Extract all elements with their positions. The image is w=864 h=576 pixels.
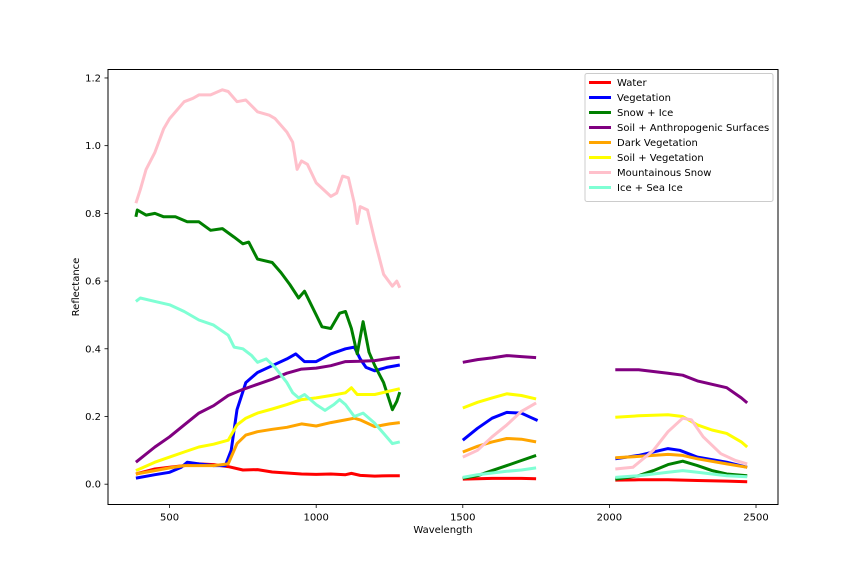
legend: Water Vegetation Snow + Ice Soil + Anthropo…	[584, 73, 774, 202]
legend-label: Dark Vegetation	[617, 138, 698, 149]
series-line-0-segment-2	[615, 478, 748, 484]
series-line-0-segment-1	[462, 476, 537, 481]
series-line-6-segment-2	[615, 416, 748, 471]
legend-label: Water	[617, 78, 647, 89]
series-line-3-segment-2	[615, 368, 749, 405]
x-tick-label: 2500	[743, 513, 768, 524]
series-line-4-segment-0	[135, 416, 400, 476]
series-line-5-segment-0	[135, 386, 401, 472]
series-line-2-segment-0	[134, 208, 402, 412]
series-line-5-segment-1	[462, 392, 537, 410]
y-axis-label: Reflectance	[71, 258, 82, 317]
series-line-3-segment-1	[462, 354, 537, 364]
series-lines	[134, 88, 749, 484]
series-line-7-segment-0	[134, 296, 401, 446]
legend-label: Mountainous Snow	[617, 168, 711, 179]
x-tick-label: 1500	[450, 513, 475, 524]
y-tick-label: 0.4	[85, 344, 101, 355]
x-axis: 500 1000 1500 2000 2500	[160, 504, 769, 524]
series-line-7-segment-1	[462, 466, 537, 479]
series-line-7-segment-2	[615, 469, 748, 479]
series-line-4-segment-1	[462, 437, 537, 454]
legend-label: Vegetation	[617, 93, 671, 104]
x-axis-label: Wavelength	[413, 525, 472, 536]
series-line-6-segment-1	[462, 401, 537, 459]
legend-box	[584, 73, 774, 202]
legend-label: Ice + Sea Ice	[617, 183, 683, 194]
legend-label: Soil + Anthropogenic Surfaces	[617, 123, 769, 134]
series-line-1-segment-1	[461, 410, 539, 442]
plot-frame	[107, 69, 779, 505]
y-tick-label: 0.8	[85, 209, 101, 220]
legend-label: Snow + Ice	[617, 108, 673, 119]
y-tick-label: 0.6	[85, 277, 101, 288]
series-line-4-segment-2	[615, 452, 748, 469]
y-tick-label: 0.2	[85, 412, 101, 423]
series-line-1-segment-0	[135, 345, 401, 480]
x-tick-label: 500	[160, 513, 179, 524]
y-axis: 0.0 0.2 0.4 0.6 0.8 1.0 1.2	[85, 73, 108, 491]
y-tick-label: 1.0	[85, 141, 101, 152]
y-tick-label: 1.2	[85, 73, 101, 84]
series-line-3-segment-0	[134, 355, 400, 464]
x-tick-label: 2000	[597, 513, 622, 524]
series-line-5-segment-2	[615, 413, 749, 449]
y-tick-label: 0.0	[85, 480, 101, 491]
series-line-6-segment-0	[134, 88, 402, 289]
x-tick-label: 1000	[303, 513, 328, 524]
legend-label: Soil + Vegetation	[617, 153, 704, 164]
